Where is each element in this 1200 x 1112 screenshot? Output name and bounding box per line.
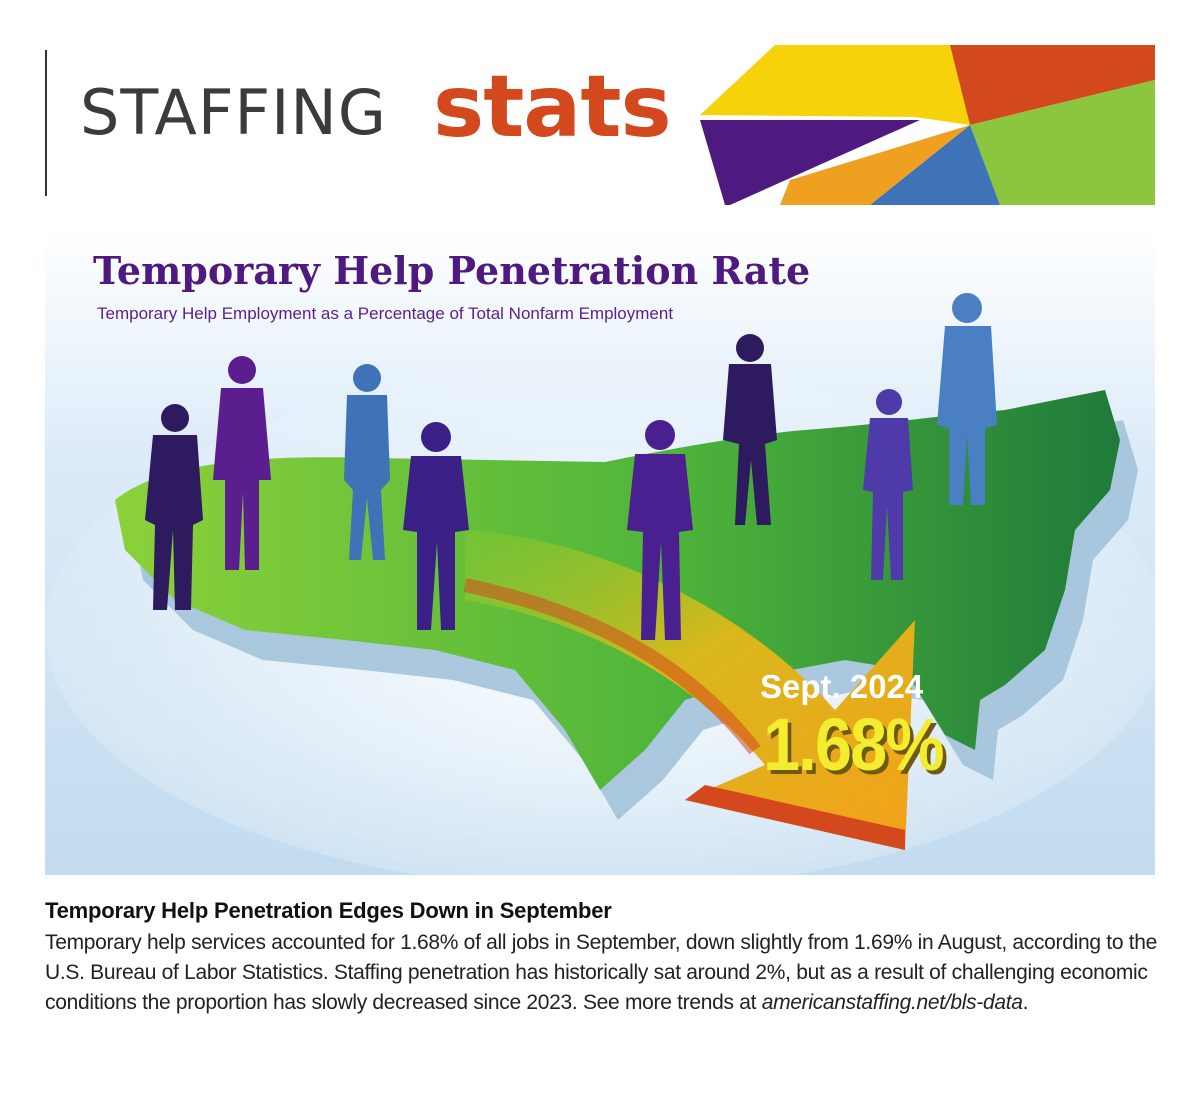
hero-panel: Temporary Help Penetration Rate Temporar…: [45, 230, 1155, 875]
chart-subtitle: Temporary Help Employment as a Percentag…: [97, 304, 673, 324]
article-headline: Temporary Help Penetration Edges Down in…: [45, 898, 1160, 924]
article-link[interactable]: americanstaffing.net/bls-data: [762, 991, 1023, 1014]
chart-title: Temporary Help Penetration Rate: [93, 250, 810, 292]
article: Temporary Help Penetration Edges Down in…: [45, 898, 1160, 1018]
article-body: Temporary help services accounted for 1.…: [45, 928, 1160, 1018]
brand-wordmark-bold: stats: [433, 64, 671, 150]
stat-value: 1.68%: [763, 702, 943, 787]
article-end-punct: .: [1023, 991, 1029, 1014]
header: STAFFING stats: [0, 0, 1200, 215]
hero-illustration: [45, 230, 1155, 875]
stat-period-label: Sept. 2024: [760, 668, 923, 706]
pie-chart-graphic: [700, 45, 1155, 205]
brand-wordmark-light: STAFFING: [80, 82, 387, 144]
header-divider: [45, 50, 47, 196]
